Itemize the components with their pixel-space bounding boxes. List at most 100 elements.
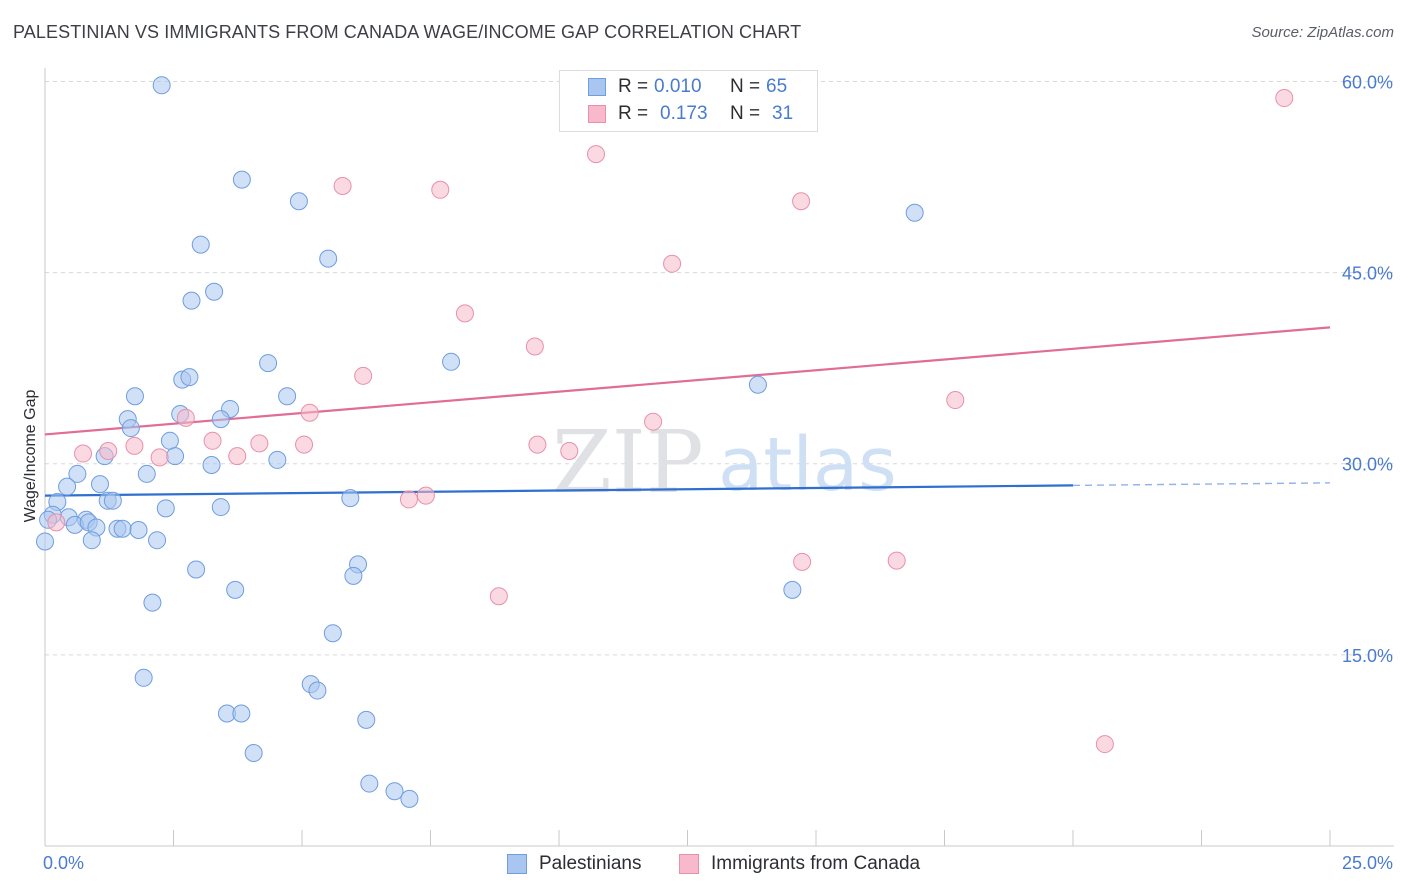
point-palestinians <box>360 774 379 793</box>
point-palestinians <box>278 387 297 406</box>
point-palestinians <box>748 375 767 394</box>
point-immigrants-from-canada <box>47 513 66 532</box>
point-palestinians <box>400 789 419 808</box>
y-axis-tick-labels: 15.0% 30.0% 45.0% 60.0% <box>1342 72 1393 665</box>
legend-n-label: N = <box>730 103 761 124</box>
x-tick-label-min: 0.0% <box>43 853 84 873</box>
point-immigrants-from-canada <box>333 176 352 195</box>
point-immigrants-from-canada <box>125 436 144 455</box>
bottom-legend-swatch-palestinians <box>507 854 527 874</box>
point-palestinians <box>129 521 148 539</box>
point-palestinians <box>289 192 308 211</box>
point-palestinians <box>319 249 338 268</box>
point-immigrants-from-canada <box>525 337 544 356</box>
legend-n-value: 65 <box>766 76 788 97</box>
point-immigrants-from-canada <box>431 180 450 199</box>
point-immigrants-from-canada <box>176 408 195 427</box>
trend-line <box>44 326 1331 436</box>
point-immigrants-from-canada <box>793 552 812 571</box>
point-immigrants-from-canada <box>150 448 169 467</box>
point-palestinians <box>166 447 185 466</box>
point-immigrants-from-canada <box>354 366 373 385</box>
point-palestinians <box>148 531 167 550</box>
point-immigrants-from-canada <box>663 254 682 273</box>
point-palestinians <box>180 368 199 387</box>
point-immigrants-from-canada <box>946 391 965 410</box>
point-palestinians <box>82 531 101 550</box>
point-immigrants-from-canada <box>399 490 418 509</box>
point-palestinians <box>268 450 287 469</box>
y-tick-label: 45.0% <box>1342 264 1393 284</box>
point-palestinians <box>226 580 245 599</box>
gridlines <box>45 80 1394 656</box>
bottom-legend-label-palestinians: Palestinians <box>539 853 642 874</box>
legend-r-label: R = <box>618 103 649 124</box>
point-immigrants-from-canada <box>528 435 547 454</box>
watermark-zip: ZIP <box>552 413 704 513</box>
point-palestinians <box>68 464 87 483</box>
y-axis-label: Wage/Income Gap <box>22 390 39 523</box>
x-tick-label-max: 25.0% <box>1342 853 1393 873</box>
point-immigrants-from-canada <box>295 435 314 454</box>
point-palestinians <box>783 580 802 599</box>
point-palestinians <box>113 519 132 538</box>
point-immigrants-from-canada <box>887 551 906 570</box>
correlation-legend: R = 0.010 N = 65 R = 0.173 N = 31 <box>559 70 818 132</box>
point-palestinians <box>152 76 171 95</box>
data-points <box>36 76 1294 808</box>
chart-title: PALESTINIAN VS IMMIGRANTS FROM CANADA WA… <box>13 22 802 42</box>
point-palestinians <box>36 532 54 551</box>
point-immigrants-from-canada <box>644 412 663 431</box>
point-palestinians <box>244 743 263 762</box>
point-immigrants-from-canada <box>587 145 606 164</box>
point-palestinians <box>121 419 140 438</box>
point-palestinians <box>344 566 363 585</box>
legend-r-label: R = <box>618 76 649 97</box>
point-palestinians <box>232 170 251 189</box>
point-palestinians <box>90 475 109 494</box>
point-immigrants-from-canada <box>489 587 508 606</box>
y-tick-label: 60.0% <box>1342 72 1393 92</box>
legend-r-value: 0.173 <box>660 103 708 124</box>
point-palestinians <box>211 498 230 517</box>
point-palestinians <box>103 491 122 510</box>
point-palestinians <box>58 477 77 496</box>
point-palestinians <box>202 456 221 475</box>
y-tick-label: 15.0% <box>1342 646 1393 666</box>
legend-swatch-immigrants-from-canada <box>588 105 606 123</box>
point-palestinians <box>442 352 461 371</box>
point-palestinians <box>137 464 156 483</box>
source-credit: Source: ZipAtlas.com <box>1251 24 1394 41</box>
point-immigrants-from-canada <box>1095 735 1114 754</box>
point-immigrants-from-canada <box>792 192 811 211</box>
watermark-atlas: atlas <box>718 422 897 508</box>
point-palestinians <box>125 387 144 406</box>
point-immigrants-from-canada <box>99 442 118 460</box>
point-palestinians <box>182 291 201 310</box>
point-immigrants-from-canada <box>1275 89 1294 108</box>
point-palestinians <box>211 410 230 429</box>
point-palestinians <box>357 710 376 729</box>
point-immigrants-from-canada <box>250 434 269 453</box>
x-axis-ticks <box>44 830 1331 846</box>
trend-lines <box>44 326 1331 497</box>
point-palestinians <box>160 431 179 450</box>
point-palestinians <box>156 499 175 518</box>
point-immigrants-from-canada <box>300 403 319 422</box>
point-immigrants-from-canada <box>560 442 579 460</box>
point-palestinians <box>385 782 404 801</box>
point-palestinians <box>905 203 924 222</box>
point-immigrants-from-canada <box>416 486 435 505</box>
point-palestinians <box>143 593 162 612</box>
point-palestinians <box>134 668 153 687</box>
y-tick-label: 30.0% <box>1342 455 1393 475</box>
point-palestinians <box>259 354 278 373</box>
point-palestinians <box>191 235 210 254</box>
point-palestinians <box>187 560 206 579</box>
point-immigrants-from-canada <box>228 447 247 466</box>
bottom-legend-swatch-immigrants-from-canada <box>679 854 699 874</box>
legend-n-label: N = <box>730 76 761 97</box>
watermark: ZIP atlas <box>552 413 897 513</box>
bottom-legend-label-immigrants-from-canada: Immigrants from Canada <box>711 853 921 874</box>
point-immigrants-from-canada <box>203 431 222 450</box>
